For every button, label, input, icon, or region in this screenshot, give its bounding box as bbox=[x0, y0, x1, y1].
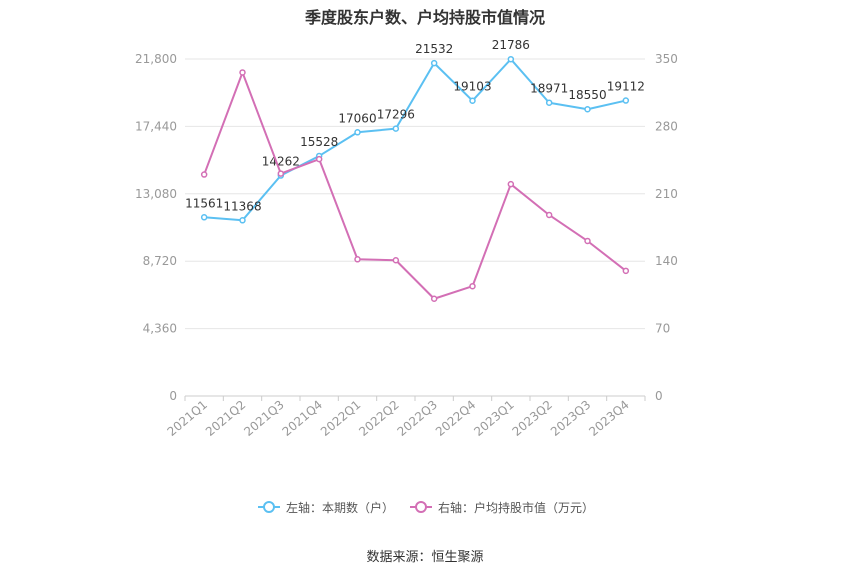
x-tick-label: 2021Q2 bbox=[203, 398, 248, 439]
data-point-left bbox=[622, 97, 630, 104]
legend-right-label: 右轴：户均持股市值（万元） bbox=[438, 500, 595, 515]
data-point-right bbox=[277, 170, 285, 177]
data-point-right bbox=[507, 180, 515, 188]
data-point-right bbox=[200, 171, 208, 178]
legend-item-right[interactable]: 右轴：户均持股市值（万元） bbox=[410, 497, 594, 517]
data-label: 18971 bbox=[530, 82, 568, 96]
x-tick-label: 2023Q3 bbox=[548, 398, 593, 439]
data-point-right bbox=[392, 256, 400, 264]
x-tick-label: 2023Q2 bbox=[510, 398, 555, 439]
data-point-left bbox=[584, 105, 591, 113]
data-label: 19112 bbox=[607, 80, 645, 94]
x-tick-label: 2022Q3 bbox=[395, 398, 440, 439]
data-point-left bbox=[469, 97, 476, 104]
data-point-left bbox=[430, 59, 438, 67]
right-tick-label: 70 bbox=[655, 322, 670, 336]
x-tick-label: 2022Q4 bbox=[433, 398, 478, 439]
x-tick-label: 2022Q2 bbox=[356, 398, 401, 439]
data-label: 17296 bbox=[377, 108, 415, 122]
legend-left-icon bbox=[258, 501, 280, 513]
legend-right-icon bbox=[410, 501, 432, 513]
data-label: 17060 bbox=[338, 111, 376, 125]
data-point-right bbox=[469, 282, 476, 290]
right-tick-label: 280 bbox=[655, 119, 678, 133]
data-point-left bbox=[239, 217, 246, 224]
legend-left-label: 左轴：本期数（户） bbox=[286, 500, 395, 515]
x-tick-label: 2023Q1 bbox=[471, 398, 516, 439]
data-point-left bbox=[392, 125, 400, 132]
right-tick-label: 350 bbox=[655, 52, 678, 66]
data-point-right bbox=[584, 237, 591, 245]
legend: 左轴：本期数（户） 右轴：户均持股市值（万元） bbox=[0, 497, 850, 517]
data-label: 14262 bbox=[262, 155, 300, 169]
left-tick-label: 13,080 bbox=[135, 187, 177, 201]
data-label: 18550 bbox=[568, 88, 606, 102]
x-tick-label: 2021Q3 bbox=[241, 398, 286, 439]
series-line-left bbox=[204, 58, 627, 222]
data-point-right bbox=[430, 295, 438, 303]
right-tick-label: 210 bbox=[655, 187, 678, 201]
data-label: 11368 bbox=[223, 199, 261, 213]
left-tick-label: 21,800 bbox=[135, 52, 177, 66]
data-point-right bbox=[545, 211, 553, 219]
data-point-left bbox=[507, 55, 515, 63]
data-point-right bbox=[239, 69, 246, 76]
data-label: 11561 bbox=[185, 196, 223, 210]
left-tick-label: 4,360 bbox=[143, 322, 177, 336]
data-point-right bbox=[354, 256, 361, 263]
data-source: 数据来源：恒生聚源 bbox=[366, 550, 484, 565]
data-label: 21532 bbox=[415, 42, 453, 56]
data-point-right bbox=[315, 155, 323, 163]
data-label: 19103 bbox=[453, 80, 491, 94]
data-point-left bbox=[354, 129, 361, 136]
data-point-right bbox=[622, 267, 630, 275]
x-tick-label: 2021Q1 bbox=[165, 398, 210, 439]
left-tick-label: 8,720 bbox=[143, 254, 177, 268]
x-tick-label: 2022Q1 bbox=[318, 398, 363, 439]
data-point-left bbox=[200, 214, 208, 221]
x-tick-label: 2023Q4 bbox=[586, 398, 631, 439]
legend-item-left[interactable]: 左轴：本期数（户） bbox=[258, 497, 394, 517]
series-line-right bbox=[203, 71, 627, 300]
right-tick-label: 140 bbox=[655, 254, 678, 268]
chart-title: 季度股东户数、户均持股市值情况 bbox=[304, 8, 545, 27]
data-label: 15528 bbox=[300, 135, 338, 149]
data-point-left bbox=[545, 99, 553, 106]
data-label: 21786 bbox=[492, 38, 530, 52]
x-tick-label: 2021Q4 bbox=[280, 398, 325, 439]
left-tick-label: 17,440 bbox=[135, 119, 177, 133]
right-tick-label: 0 bbox=[655, 389, 663, 403]
left-tick-label: 0 bbox=[169, 389, 177, 403]
